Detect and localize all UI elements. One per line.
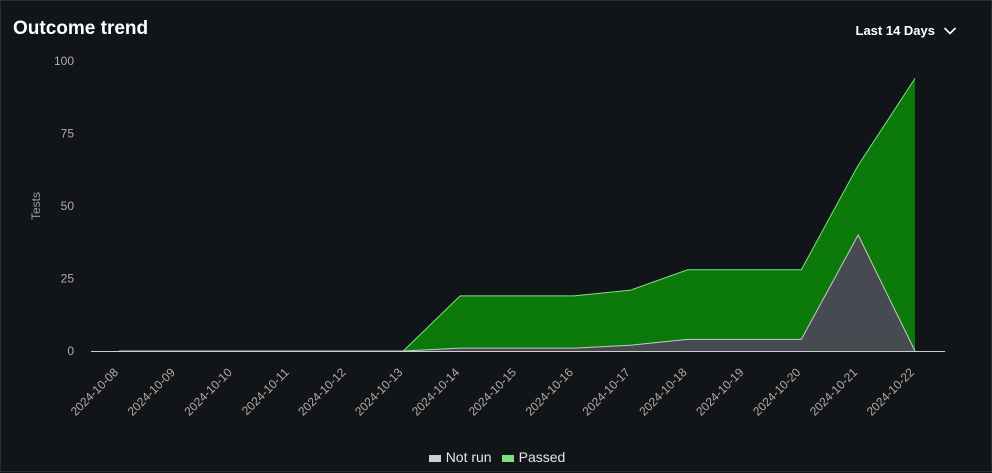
series-area-not-run bbox=[119, 235, 915, 351]
y-axis-ticks: 0 25 50 75 100 bbox=[54, 54, 74, 358]
x-tick-label: 2024-10-09 bbox=[125, 365, 179, 419]
y-tick-label: 50 bbox=[61, 199, 75, 213]
x-tick-label: 2024-10-17 bbox=[580, 365, 634, 419]
x-tick-label: 2024-10-16 bbox=[523, 365, 577, 419]
chart-legend: Not run Passed bbox=[1, 449, 992, 465]
chart-title: Outcome trend bbox=[13, 18, 149, 39]
x-tick-label: 2024-10-21 bbox=[807, 365, 861, 419]
series-area-passed bbox=[119, 78, 915, 352]
x-tick-label: 2024-10-13 bbox=[352, 365, 406, 419]
series-areas bbox=[119, 78, 916, 352]
y-axis-label: Tests bbox=[29, 192, 43, 220]
x-tick-label: 2024-10-18 bbox=[636, 365, 690, 419]
chevron-down-icon bbox=[943, 26, 957, 35]
y-tick-label: 0 bbox=[67, 344, 74, 358]
legend-swatch-not-run bbox=[428, 455, 441, 462]
x-tick-label: 2024-10-10 bbox=[182, 365, 236, 419]
y-tick-label: 100 bbox=[54, 54, 74, 68]
x-tick-label: 2024-10-20 bbox=[750, 365, 804, 419]
y-tick-label: 25 bbox=[61, 272, 75, 286]
x-tick-label: 2024-10-15 bbox=[466, 365, 520, 419]
x-tick-label: 2024-10-14 bbox=[409, 365, 463, 419]
x-tick-label: 2024-10-22 bbox=[864, 365, 918, 419]
x-tick-label: 2024-10-12 bbox=[295, 365, 349, 419]
x-tick-label: 2024-10-19 bbox=[693, 365, 747, 419]
x-tick-label: 2024-10-08 bbox=[68, 365, 122, 419]
y-tick-label: 75 bbox=[61, 127, 75, 141]
x-tick-label: 2024-10-11 bbox=[239, 365, 292, 418]
legend-label-not-run: Not run bbox=[445, 449, 492, 465]
x-axis-ticks: 2024-10-08 2024-10-09 2024-10-10 2024-10-11… bbox=[68, 365, 918, 419]
legend-label-passed: Passed bbox=[518, 449, 566, 465]
date-range-label: Last 14 Days bbox=[855, 23, 936, 38]
legend-swatch-passed bbox=[501, 455, 514, 462]
legend-item-passed[interactable]: Passed bbox=[501, 449, 566, 465]
date-range-dropdown[interactable]: Last 14 Days bbox=[856, 23, 958, 38]
legend-item-not-run[interactable]: Not run bbox=[428, 449, 492, 465]
